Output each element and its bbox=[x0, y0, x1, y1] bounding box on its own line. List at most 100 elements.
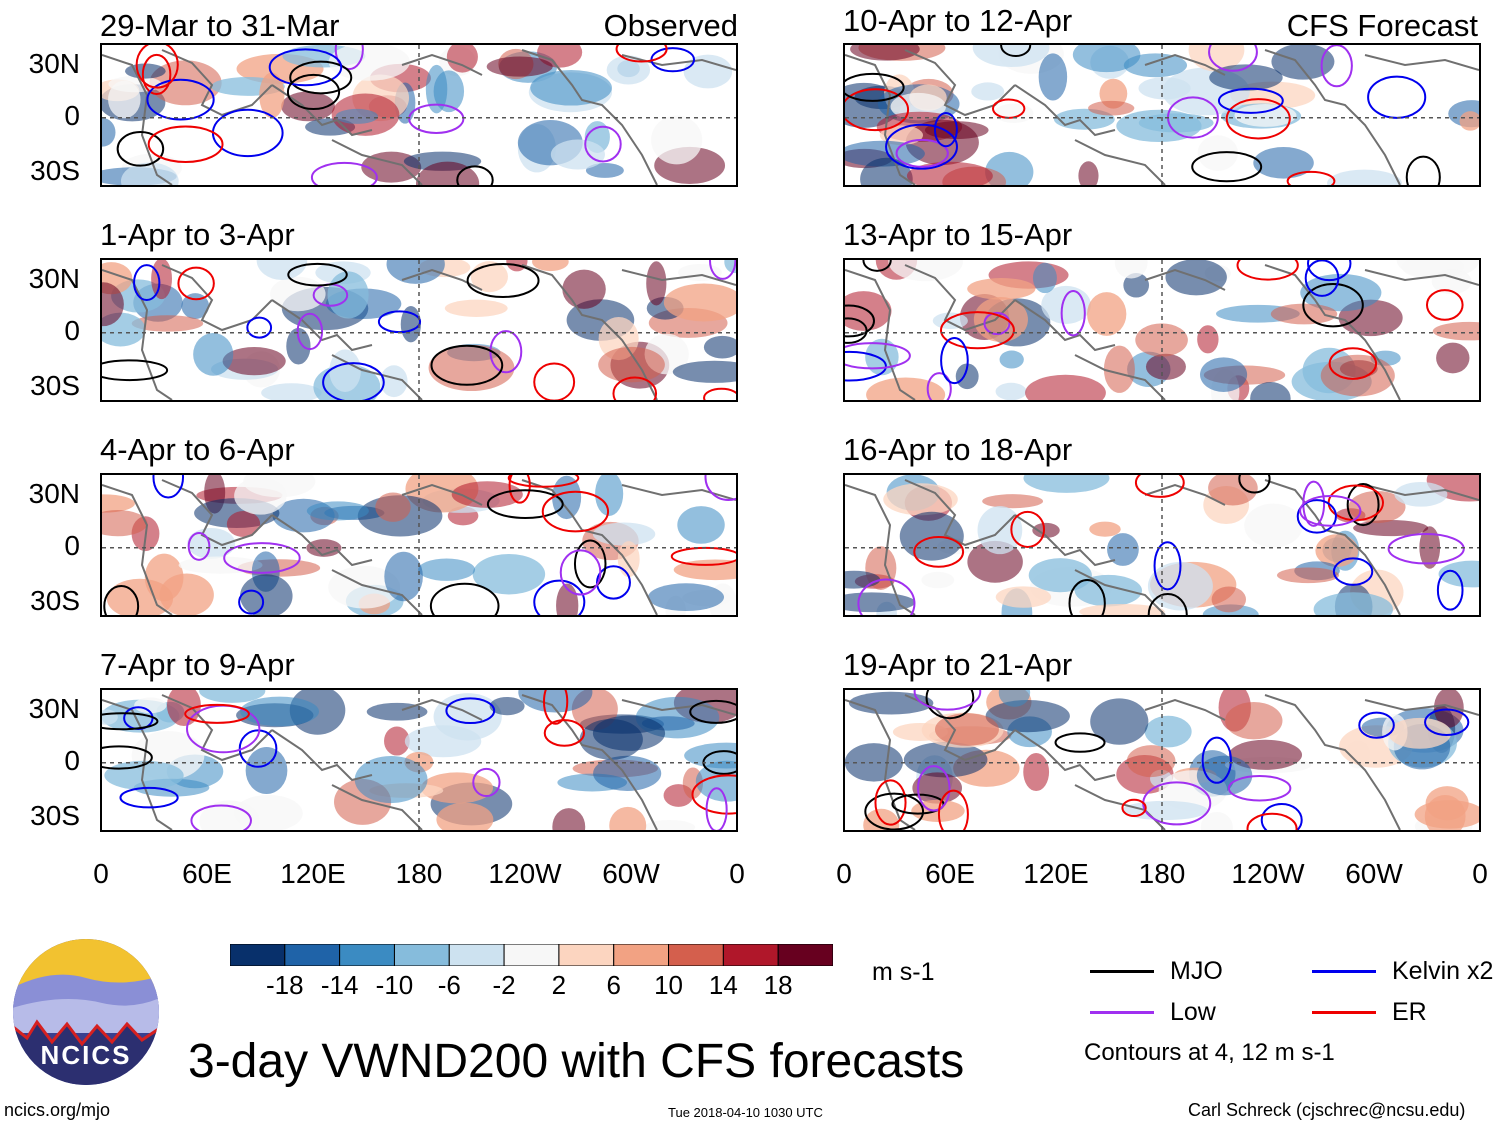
wave-contour bbox=[857, 578, 916, 615]
wave-contour bbox=[845, 317, 868, 344]
anomaly-blob bbox=[1144, 715, 1192, 748]
wave-contour bbox=[1000, 45, 1032, 58]
anomaly-blob bbox=[259, 72, 285, 119]
legend-label-kelvin: Kelvin x2 bbox=[1392, 957, 1494, 985]
anomaly-blob bbox=[380, 365, 408, 398]
wave-contour bbox=[1307, 260, 1352, 282]
contour-note: Contours at 4, 12 m s-1 bbox=[1084, 1039, 1335, 1066]
wave-contour bbox=[152, 475, 185, 499]
lon-label-0-end: 0 bbox=[1472, 858, 1488, 889]
wave-contour bbox=[845, 88, 910, 132]
anomaly-blob bbox=[677, 506, 725, 544]
author-credit: Carl Schreck (cjschrec@ncsu.edu) bbox=[1188, 1100, 1466, 1120]
anomaly-blob bbox=[552, 808, 586, 830]
lat-label-30n: 30N bbox=[28, 48, 80, 79]
anomaly-blob bbox=[1200, 811, 1233, 830]
anomaly-blob bbox=[592, 715, 666, 751]
wave-contour bbox=[1296, 499, 1337, 534]
anomaly-blob bbox=[102, 118, 116, 147]
coastline bbox=[1264, 264, 1401, 400]
anomaly-blob bbox=[375, 492, 411, 522]
colorbar-tick-label: 18 bbox=[763, 970, 793, 1000]
wave-contour bbox=[559, 549, 602, 596]
anomaly-blob bbox=[451, 481, 523, 508]
map-panel-3 bbox=[100, 473, 738, 617]
anomaly-blob bbox=[1072, 45, 1141, 73]
colorbar-tick-label: -10 bbox=[375, 970, 414, 1000]
map-field bbox=[102, 45, 736, 185]
anomaly-blob bbox=[646, 261, 667, 306]
lon-label-0: 0 bbox=[93, 858, 109, 889]
anomaly-blob bbox=[329, 349, 361, 393]
timestamp: Tue 2018-04-10 1030 UTC bbox=[668, 1105, 823, 1120]
wave-contour bbox=[408, 103, 465, 134]
map-field bbox=[102, 690, 736, 830]
wave-contour bbox=[507, 475, 580, 488]
map-field bbox=[102, 475, 736, 615]
wave-contour bbox=[885, 123, 958, 170]
wave-contour bbox=[103, 585, 140, 615]
anomaly-blob bbox=[1300, 273, 1382, 312]
coastline bbox=[102, 484, 173, 615]
lon-label-120e: 120E bbox=[1023, 858, 1089, 889]
coastline bbox=[1264, 49, 1401, 185]
anomaly-blob bbox=[995, 382, 1027, 400]
anomaly-blob bbox=[1234, 104, 1297, 127]
anomaly-blob bbox=[609, 806, 647, 830]
wave-contour bbox=[1217, 87, 1284, 114]
coastline bbox=[331, 784, 423, 830]
anomaly-blob bbox=[703, 335, 736, 359]
wave-contour bbox=[983, 311, 1011, 336]
wave-contour bbox=[533, 362, 576, 400]
anomaly-blob bbox=[149, 60, 222, 106]
coastline bbox=[1074, 569, 1166, 615]
coastline bbox=[102, 699, 173, 830]
lat-label-30n: 30N bbox=[28, 693, 80, 724]
wave-contour bbox=[704, 475, 736, 502]
wave-contour bbox=[187, 531, 211, 561]
anomaly-blob bbox=[1074, 574, 1143, 607]
wave-contour bbox=[119, 786, 179, 809]
lon-label-180: 180 bbox=[1138, 858, 1186, 889]
wave-contour bbox=[541, 490, 610, 533]
wave-contour bbox=[1227, 774, 1292, 802]
legend-line-er bbox=[1312, 1011, 1376, 1014]
anomaly-blob bbox=[1078, 161, 1099, 185]
anomaly-blob bbox=[845, 140, 925, 167]
wave-contour bbox=[1153, 541, 1182, 591]
anomaly-blob bbox=[1436, 342, 1470, 374]
wave-contour bbox=[190, 804, 252, 830]
wave-contour bbox=[1424, 708, 1470, 737]
map-field bbox=[845, 260, 1479, 400]
anomaly-blob bbox=[672, 360, 736, 383]
anomaly-blob bbox=[436, 802, 494, 830]
anomaly-blob bbox=[245, 747, 288, 795]
wave-contour bbox=[223, 542, 301, 574]
colorbar-swatch bbox=[229, 943, 286, 967]
anomaly-blob bbox=[883, 483, 958, 516]
forecast-label: CFS Forecast bbox=[1286, 8, 1478, 43]
anomaly-blob bbox=[446, 45, 478, 73]
coastline bbox=[1014, 514, 1116, 567]
coastline bbox=[904, 264, 1016, 332]
anomaly-blob bbox=[1032, 262, 1057, 294]
anomaly-blob bbox=[906, 161, 993, 185]
website-link[interactable]: ncics.org/mjo bbox=[4, 1100, 111, 1120]
wave-contour bbox=[845, 72, 905, 102]
anomaly-blob bbox=[193, 333, 234, 376]
anomaly-blob bbox=[1225, 701, 1283, 740]
wave-contour bbox=[703, 387, 736, 400]
anomaly-blob bbox=[234, 477, 287, 515]
anomaly-blob bbox=[134, 697, 167, 714]
wave-contour bbox=[1346, 483, 1380, 527]
lat-label-0: 0 bbox=[64, 315, 80, 346]
wave-contour bbox=[1236, 260, 1299, 281]
anomaly-blob bbox=[125, 63, 166, 79]
anomaly-blob bbox=[354, 755, 428, 804]
map-field bbox=[102, 260, 736, 400]
coastline bbox=[1074, 354, 1166, 400]
wave-contour bbox=[429, 582, 500, 615]
anomaly-blob bbox=[1459, 111, 1479, 131]
wave-contour bbox=[1332, 557, 1374, 586]
anomaly-blob bbox=[695, 760, 736, 802]
